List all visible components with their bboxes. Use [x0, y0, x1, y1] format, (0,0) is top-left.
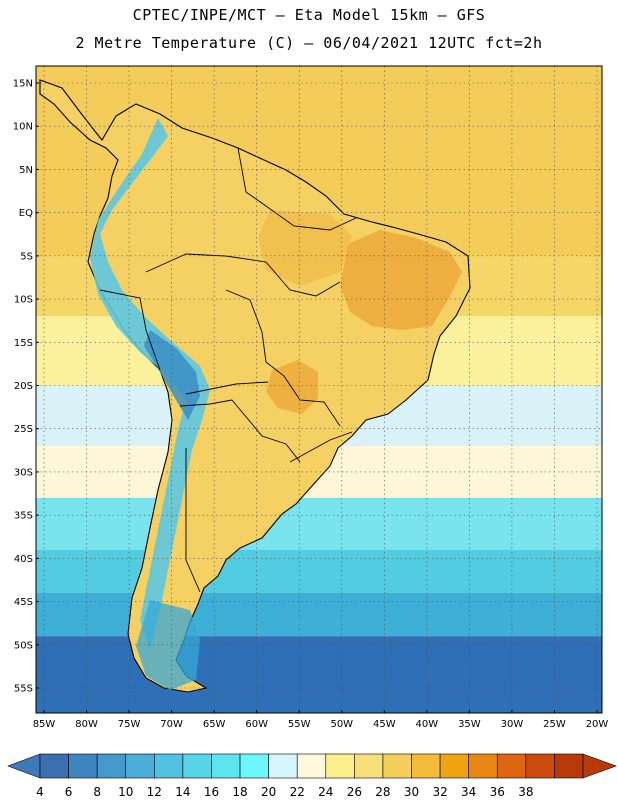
longitude-label: 35W: [458, 719, 481, 730]
colorbar-label: 34: [461, 785, 476, 799]
colorbar-label: 32: [432, 785, 447, 799]
chart-title-line-2: 2 Metre Temperature (C) — 06/04/2021 12U…: [75, 34, 543, 52]
latitude-label: 15N: [13, 79, 33, 90]
latitude-label: 50S: [14, 640, 33, 651]
latitude-axis-labels: 15N 10N 5N EQ 5S 10S 15S 20S 25S 30S 35S 40S 45S 50S 5…: [13, 79, 39, 695]
longitude-label: 55W: [288, 719, 311, 730]
colorbar-swatch: [96, 753, 127, 779]
latitude-label: 10N: [13, 122, 33, 133]
mild-zone-amazon: [258, 210, 352, 286]
latitude-label: 40S: [14, 554, 33, 565]
colorbar-swatch: [296, 753, 327, 779]
colorbar-label: 36: [490, 785, 505, 799]
longitude-label: 65W: [203, 719, 226, 730]
colorbar-swatch: [325, 753, 355, 779]
latitude-label: 20S: [14, 381, 33, 392]
colorbar-swatch: [411, 753, 441, 779]
map-content: [36, 66, 602, 713]
latitude-label: 15S: [14, 338, 33, 349]
colorbar-label: 16: [204, 785, 219, 799]
latitude-label: 45S: [14, 597, 33, 608]
colorbar-swatch: [125, 753, 155, 779]
longitude-label: 40W: [416, 719, 439, 730]
colorbar-label: 8: [93, 785, 101, 799]
colorbar-label: 22: [290, 785, 305, 799]
longitude-label: 30W: [501, 719, 524, 730]
colorbar-left-arrow: [7, 753, 41, 779]
country-borders: [99, 147, 357, 593]
longitude-label: 60W: [245, 719, 268, 730]
warm-zone-northeast-brazil: [340, 230, 462, 330]
colorbar-swatch: [525, 753, 555, 779]
longitude-label: 45W: [373, 719, 396, 730]
colorbar-label: 4: [36, 785, 44, 799]
latitude-label: 10S: [14, 295, 33, 306]
colorbar-label: 14: [175, 785, 190, 799]
latitude-label: 25S: [14, 424, 33, 435]
chart-title-line-1: CPTEC/INPE/MCT — Eta Model 15km — GFS: [132, 6, 486, 24]
colorbar-right-arrow: [582, 753, 617, 779]
latitude-label: 5N: [19, 165, 33, 176]
ocean-band-7: [36, 592, 602, 637]
latitude-label: 55S: [14, 684, 33, 695]
longitude-axis-labels: 85W 80W 75W 70W 65W 60W 55W 50W 45W 40W 35W 30W 25W 2…: [33, 710, 609, 730]
colorbar-label: 18: [232, 785, 247, 799]
ocean-band-5: [36, 497, 602, 550]
colorbar-swatch: [182, 753, 212, 779]
andes-coldest-core: [144, 330, 200, 420]
longitude-label: 25W: [543, 719, 566, 730]
colorbar-label: 20: [261, 785, 276, 799]
longitude-label: 85W: [33, 719, 56, 730]
colorbar-label: 24: [318, 785, 333, 799]
colorbar-label: 6: [65, 785, 73, 799]
colorbar-swatch: [354, 753, 384, 779]
colorbar-swatch: [554, 753, 584, 779]
colorbar-swatch: [468, 753, 498, 779]
latitude-label: 5S: [20, 251, 33, 262]
latitude-label: EQ: [19, 208, 33, 219]
colorbar-swatch: [382, 753, 412, 779]
colorbar-swatch: [496, 753, 527, 779]
longitude-label: 50W: [330, 719, 353, 730]
longitude-label: 80W: [75, 719, 98, 730]
colorbar-label: 12: [147, 785, 162, 799]
colorbar-label: 26: [347, 785, 362, 799]
map-frame: [35, 65, 603, 714]
ocean-band-8: [36, 636, 602, 713]
colorbar-swatch: [439, 753, 469, 779]
colorbar-swatch: [211, 753, 241, 779]
colorbar-swatch: [239, 753, 269, 779]
colorbar-label: 30: [404, 785, 419, 799]
colorbar-label: 10: [118, 785, 133, 799]
longitude-label: 70W: [160, 719, 183, 730]
colorbar-swatch: [39, 753, 69, 779]
colorbar-swatch: [154, 753, 184, 779]
colorbar-swatch: [68, 753, 98, 779]
longitude-label: 20W: [586, 719, 609, 730]
colorbar-label: 28: [375, 785, 390, 799]
ocean-band-6: [36, 549, 602, 593]
colorbar-label: 38: [518, 785, 533, 799]
colorbar-swatch: [268, 753, 298, 779]
latitude-label: 30S: [14, 467, 33, 478]
latitude-label: 35S: [14, 511, 33, 522]
longitude-label: 75W: [118, 719, 141, 730]
temperature-colorbar: 4 6 8 10 12 14 16 18 20 22 24 26 28 30 32 34 36 38: [7, 753, 617, 799]
